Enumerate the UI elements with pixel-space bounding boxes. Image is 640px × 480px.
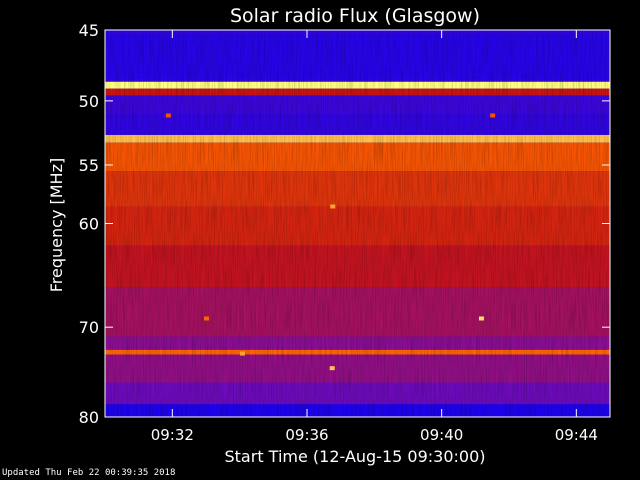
y-tick-label-5: 80	[79, 408, 99, 427]
x-tick-label-1: 09:36	[285, 426, 328, 444]
chart-title: Solar radio Flux (Glasgow)	[230, 5, 480, 27]
y-axis: 45 50 55 60 70 80	[79, 21, 610, 427]
noise-texture	[105, 30, 610, 417]
updated-timestamp: Updated Thu Feb 22 00:39:35 2018	[2, 468, 176, 478]
spectrogram-plot-area	[104, 29, 611, 418]
burst-spot-1	[490, 113, 496, 118]
burst-spot-6	[204, 316, 209, 321]
y-tick-label-4: 70	[79, 318, 99, 337]
burst-spot-0	[165, 113, 171, 118]
y-axis-label: Frequency [MHz]	[47, 158, 66, 292]
burst-spot-3	[239, 351, 245, 356]
burst-spot-2	[330, 204, 336, 209]
x-tick-label-3: 09:44	[555, 426, 598, 444]
x-axis: 09:32 09:36 09:40 09:44	[151, 30, 598, 444]
burst-spot-4	[329, 366, 335, 371]
y-tick-label-3: 60	[79, 215, 99, 234]
x-tick-label-0: 09:32	[151, 426, 194, 444]
y-tick-label-2: 55	[79, 156, 99, 175]
x-axis-label: Start Time (12-Aug-15 09:30:00)	[225, 447, 486, 466]
x-tick-label-2: 09:40	[420, 426, 463, 444]
y-tick-label-1: 50	[79, 92, 99, 111]
y-tick-label-0: 45	[79, 21, 99, 40]
burst-spot-5	[478, 316, 484, 321]
